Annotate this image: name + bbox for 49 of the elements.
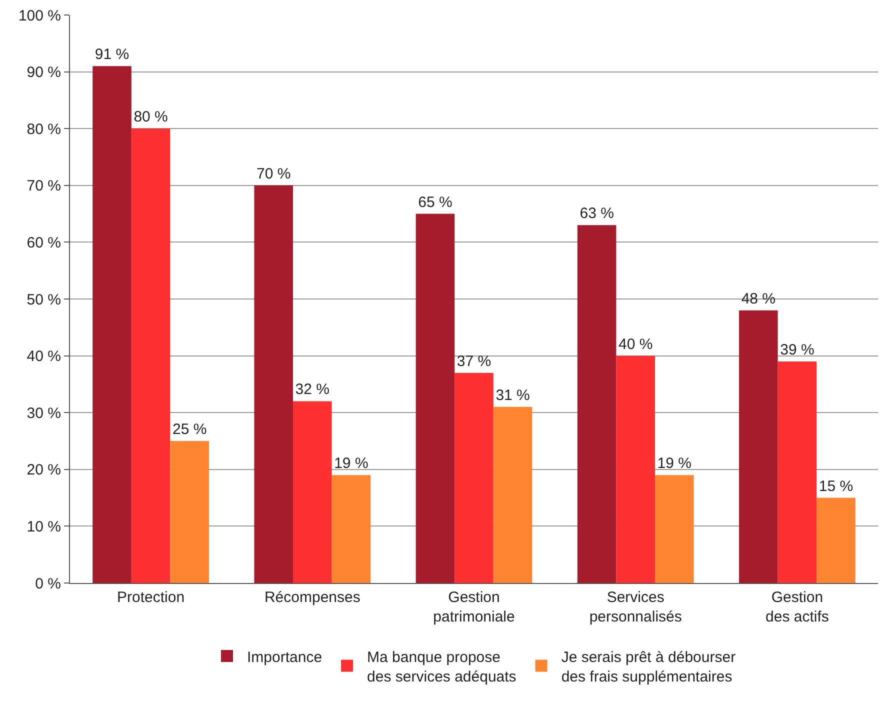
data-label: 80 % (134, 108, 168, 126)
data-label: 91 % (94, 46, 130, 64)
y-tick-label: 20 % (26, 462, 61, 479)
bar (131, 128, 170, 583)
bar (293, 401, 332, 583)
bar (454, 372, 494, 583)
x-tick-label: Protection (117, 589, 185, 606)
data-label: 65 % (418, 194, 452, 211)
bar (654, 475, 694, 583)
bar (739, 310, 778, 583)
data-label: 19 % (334, 455, 368, 472)
bar (170, 441, 209, 583)
data-label: 40 % (618, 336, 653, 353)
x-tick-label: Gestion des actifs (766, 589, 829, 626)
bar (254, 185, 294, 583)
data-label: 31 % (496, 386, 530, 404)
x-tick-label: Gestion patrimoniale (433, 589, 515, 626)
bar (332, 475, 371, 583)
data-label: 37 % (456, 352, 492, 370)
y-tick-label: 70 % (26, 178, 61, 195)
y-tick-label: 10 % (26, 518, 61, 536)
y-tick-label: 100 % (18, 7, 61, 24)
data-label: 70 % (256, 165, 291, 182)
y-tick-label: 0 % (35, 575, 61, 592)
data-label: 15 % (818, 478, 854, 495)
x-tick-label: Récompenses (264, 589, 360, 606)
y-tick-label: 40 % (26, 348, 61, 366)
data-label: 32 % (295, 381, 330, 398)
legend-label: Je serais prêt à débourser des frais supplémentaires (561, 648, 736, 686)
data-label: 25 % (172, 421, 207, 438)
y-tick-label: 30 % (26, 404, 61, 422)
legend-label: Ma banque propose des services adéquats (367, 648, 516, 686)
x-tick-label: Services personnalisés (589, 589, 682, 626)
bar (92, 66, 132, 583)
data-label: 48 % (741, 290, 776, 308)
data-label: 63 % (580, 205, 614, 222)
bar (778, 361, 817, 583)
bar (816, 498, 856, 583)
data-label: 19 % (657, 455, 692, 472)
legend-label: Importance (247, 648, 322, 666)
bar (416, 214, 455, 583)
bar (616, 356, 655, 583)
y-tick-label: 90 % (26, 64, 61, 82)
bar (577, 225, 616, 583)
y-tick-label: 50 % (26, 291, 61, 308)
y-tick-label: 80 % (26, 120, 61, 138)
data-label: 39 % (780, 341, 814, 358)
y-tick-label: 60 % (26, 234, 61, 252)
bar (493, 406, 532, 583)
